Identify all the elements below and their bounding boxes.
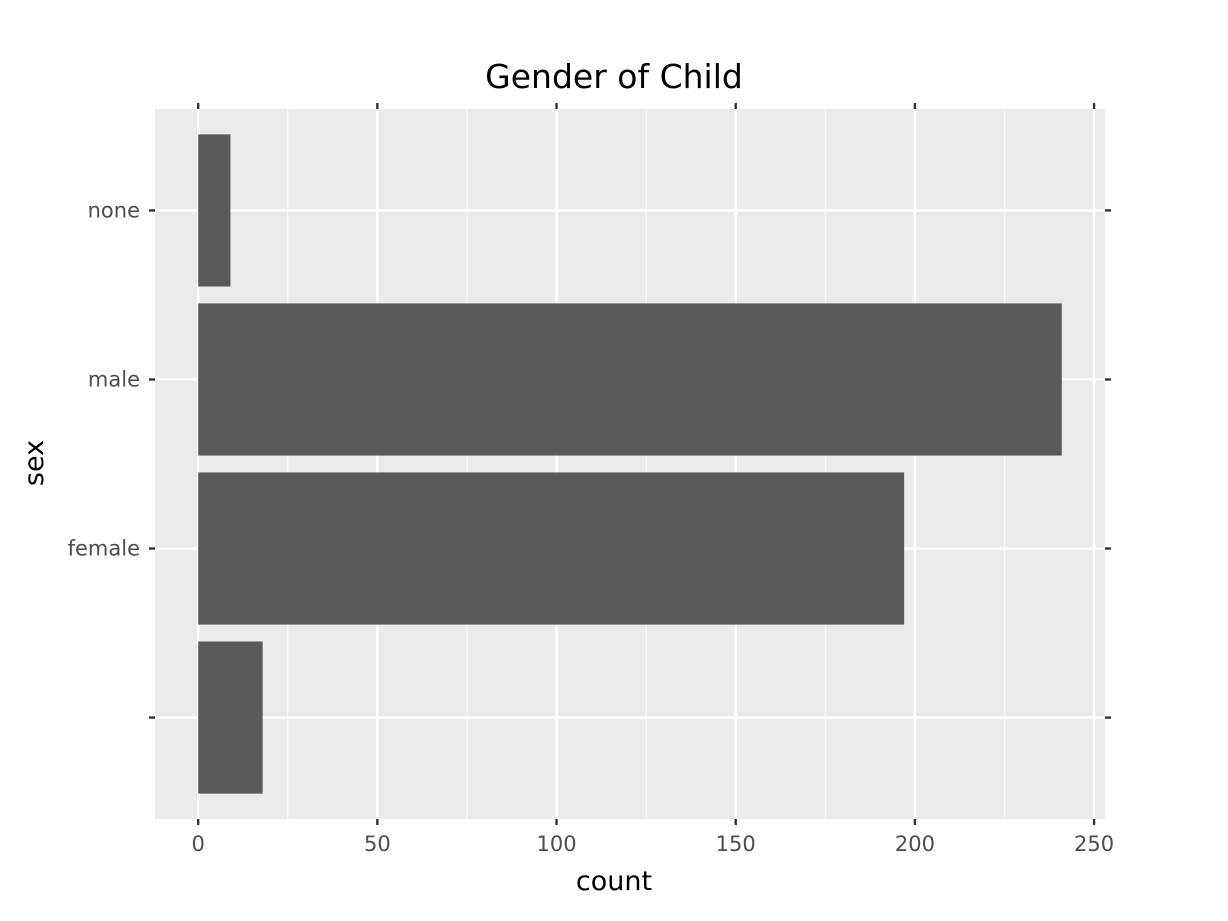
- minor-gridlines: [287, 109, 1006, 819]
- x-axis-title: count: [576, 866, 652, 897]
- bar: [198, 472, 905, 625]
- x-tick-label: 50: [364, 832, 391, 856]
- y-tick-label: male: [88, 367, 140, 391]
- x-tick-label: 0: [191, 832, 204, 856]
- x-tick-labels: 0 50 100 150 200 250: [191, 832, 1114, 856]
- x-tick-label: 200: [895, 832, 935, 856]
- bar: [198, 641, 263, 794]
- y-tick-label: none: [88, 198, 140, 222]
- y-tick-label: female: [68, 537, 140, 561]
- x-tick-label: 250: [1074, 832, 1114, 856]
- bar: [198, 303, 1062, 456]
- x-tick-label: 100: [536, 832, 576, 856]
- chart-title: Gender of Child: [485, 57, 743, 96]
- y-tick-labels: female male none: [68, 198, 140, 560]
- y-axis-title: sex: [19, 440, 50, 486]
- chart-panel: [155, 109, 1105, 819]
- axis-ticks: [149, 103, 1111, 825]
- bar: [198, 134, 231, 287]
- x-tick-label: 150: [716, 832, 756, 856]
- bars: [198, 134, 1062, 794]
